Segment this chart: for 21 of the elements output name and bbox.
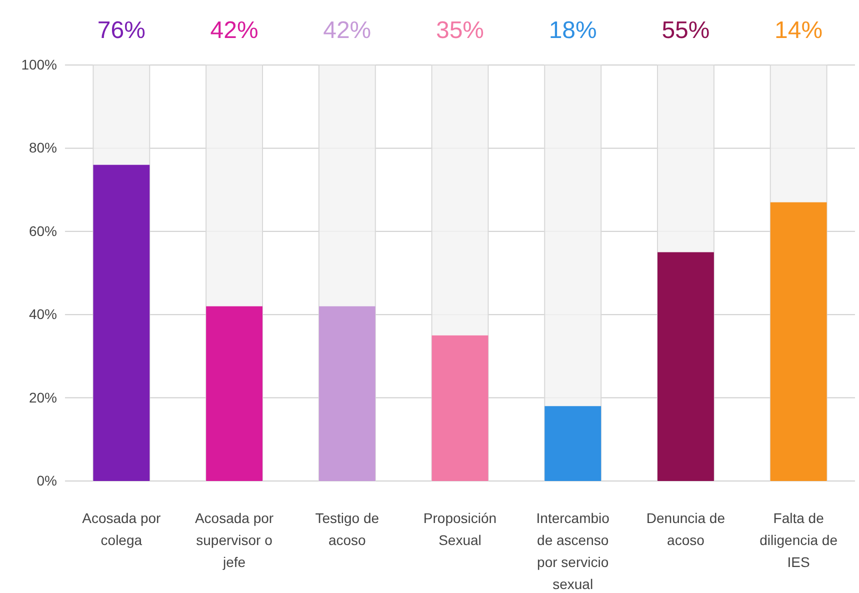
y-tick-label: 20% [28, 389, 57, 406]
y-tick-label: 60% [28, 222, 57, 239]
y-tick-label: 80% [28, 140, 57, 156]
text: 76% [97, 17, 146, 44]
text: 42% [210, 17, 258, 44]
x-tick-label: Proposición Sexual [423, 510, 497, 548]
x-tick-label: Acosada por supervisor o jefe [194, 510, 274, 570]
text: 18% [548, 17, 597, 44]
x-tick-label: Denuncia de acoso [646, 510, 726, 548]
text: 42% [323, 17, 372, 44]
x-tick-label: Testigo de acoso [315, 510, 380, 548]
y-tick-label: 40% [28, 306, 57, 322]
bar [544, 406, 602, 481]
text: 35% [436, 17, 484, 44]
x-tick-label: Falta de diligencia de IES [760, 510, 838, 570]
y-tick-label: 0% [36, 472, 57, 488]
x-tick-label: Intercambio de ascenso por servicio sexual [536, 510, 610, 592]
x-tick-label: Acosada por colega [82, 510, 162, 548]
text: 14% [774, 17, 823, 44]
y-tick-label: 100% [21, 56, 57, 72]
text: 55% [662, 17, 710, 44]
